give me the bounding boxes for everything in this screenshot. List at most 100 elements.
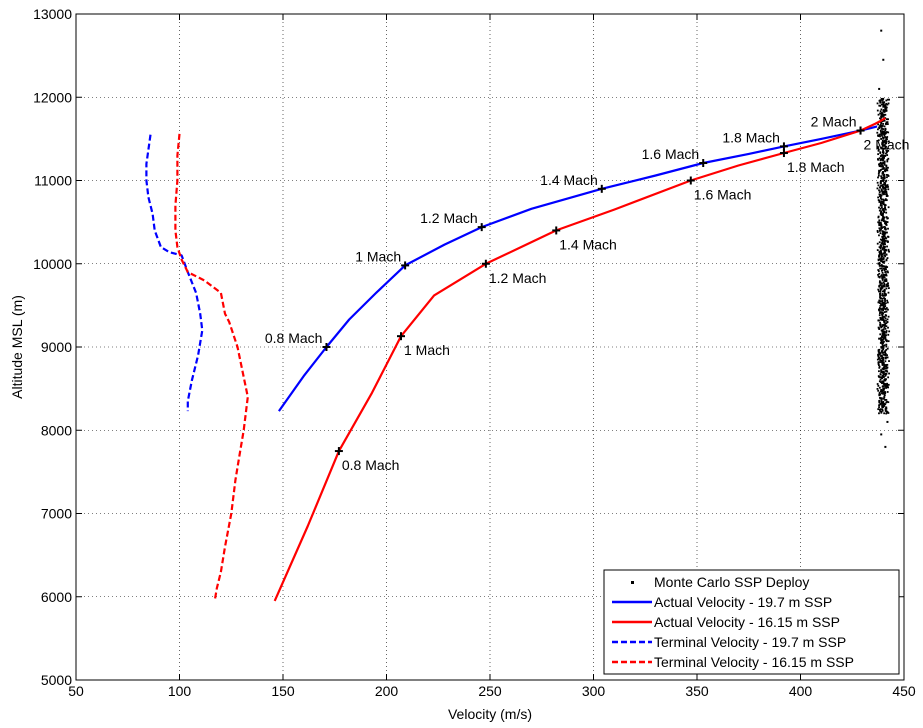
scatter-point: [883, 344, 886, 347]
scatter-point: [879, 264, 882, 267]
scatter-point: [878, 195, 881, 198]
scatter-point: [880, 329, 883, 332]
scatter-point: [880, 210, 883, 213]
scatter-point: [878, 375, 880, 378]
scatter-point: [876, 145, 879, 148]
scatter-point: [881, 208, 884, 211]
scatter-point: [877, 139, 880, 142]
scatter-point: [885, 149, 888, 152]
scatter-point: [881, 350, 883, 352]
scatter-point: [884, 106, 887, 108]
scatter-point: [880, 381, 882, 384]
scatter-point: [876, 249, 879, 251]
scatter-point: [877, 153, 880, 156]
scatter-point: [882, 382, 885, 385]
scatter-point: [886, 160, 889, 163]
x-tick-label: 300: [582, 683, 606, 699]
scatter-point: [878, 189, 880, 192]
scatter-point: [880, 224, 883, 227]
scatter-point: [880, 410, 883, 413]
scatter-point: [879, 247, 882, 250]
scatter-point: [881, 131, 884, 134]
scatter-point: [886, 356, 889, 359]
scatter-point: [882, 167, 885, 170]
scatter-point: [882, 97, 885, 100]
scatter-point: [880, 227, 883, 230]
scatter-point: [880, 29, 883, 32]
scatter-point: [882, 152, 885, 155]
scatter-point: [878, 246, 881, 248]
scatter-point: [885, 152, 887, 155]
scatter-point: [887, 149, 890, 152]
scatter-point: [877, 215, 880, 218]
scatter-point: [888, 98, 890, 101]
scatter-point: [878, 263, 881, 266]
scatter-point: [880, 188, 883, 191]
scatter-point: [882, 212, 884, 215]
scatter-point: [881, 409, 884, 412]
scatter-point: [884, 379, 887, 382]
scatter-point: [879, 152, 882, 154]
scatter-point: [886, 185, 889, 188]
scatter-point: [881, 144, 884, 147]
scatter-point: [881, 285, 883, 288]
scatter-point: [884, 243, 886, 246]
scatter-point: [879, 238, 882, 241]
scatter-point: [878, 399, 881, 402]
scatter-point: [879, 101, 882, 104]
scatter-point: [885, 330, 888, 333]
scatter-point: [877, 196, 880, 199]
scatter-point: [878, 255, 881, 258]
scatter-point: [886, 221, 889, 224]
scatter-point: [885, 307, 888, 309]
scatter-point: [878, 353, 881, 356]
scatter-point: [881, 294, 884, 297]
mach-label: 1 Mach: [355, 248, 401, 264]
scatter-point: [880, 257, 882, 260]
scatter-point: [879, 410, 882, 413]
scatter-point: [880, 189, 883, 192]
legend-label: Terminal Velocity - 16.15 m SSP: [654, 654, 854, 670]
scatter-point: [885, 369, 888, 372]
scatter-point: [876, 187, 879, 190]
scatter-point: [876, 102, 879, 105]
scatter-point: [879, 197, 882, 200]
scatter-point: [876, 388, 879, 390]
scatter-point: [886, 266, 889, 268]
scatter-point: [883, 254, 886, 257]
scatter-point: [883, 335, 886, 338]
scatter-point: [884, 136, 886, 138]
scatter-point: [887, 308, 889, 311]
scatter-point: [887, 206, 890, 209]
scatter-point: [878, 126, 880, 129]
scatter-point: [883, 204, 886, 207]
scatter-point: [887, 157, 890, 160]
scatter-point: [888, 250, 890, 253]
scatter-point: [881, 339, 884, 341]
scatter-point: [883, 294, 886, 297]
scatter-point: [879, 284, 882, 286]
scatter-point: [884, 403, 887, 406]
scatter-point: [884, 249, 886, 252]
scatter-point: [881, 382, 883, 385]
scatter-point: [876, 383, 879, 385]
scatter-point: [884, 370, 887, 372]
scatter-point: [884, 187, 887, 190]
scatter-point: [880, 206, 883, 209]
scatter-point: [880, 326, 883, 329]
scatter-point: [881, 168, 884, 170]
scatter-point: [885, 165, 888, 168]
scatter-point: [880, 254, 883, 256]
scatter-point: [881, 214, 884, 217]
scatter-point: [878, 191, 881, 194]
scatter-point: [885, 348, 888, 351]
scatter-point: [884, 168, 887, 171]
scatter-point: [885, 228, 887, 231]
scatter-point: [878, 404, 881, 407]
scatter-point: [885, 384, 888, 387]
scatter-point: [881, 332, 884, 335]
scatter-point: [883, 319, 885, 322]
mach-label: 1.4 Mach: [540, 172, 598, 188]
scatter-point: [879, 294, 882, 297]
